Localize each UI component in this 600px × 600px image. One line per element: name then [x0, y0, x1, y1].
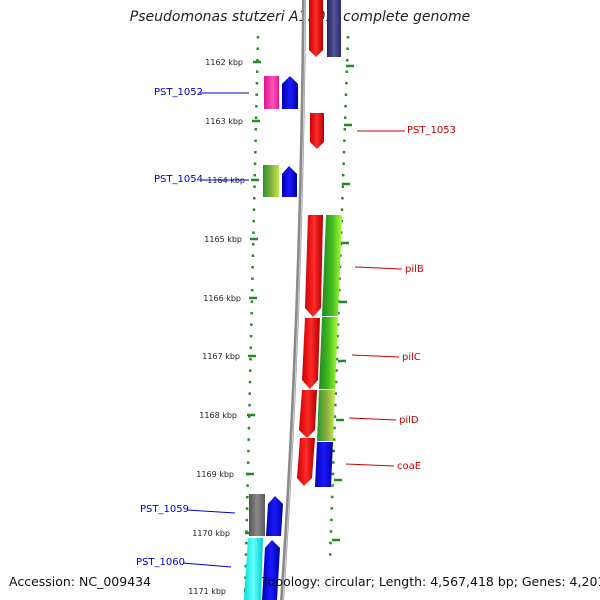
cds-pilB	[305, 215, 323, 317]
gene-label-pilD: pilD	[399, 415, 419, 426]
cds-coaE	[297, 438, 315, 486]
leader-coaE	[345, 463, 395, 467]
ruler-track-left	[243, 35, 260, 600]
cds-PST_1054	[282, 166, 297, 197]
cog-olive-pilD	[317, 390, 335, 441]
cog-purple-top	[327, 0, 341, 57]
ruler-label: 1170 kbp	[192, 529, 230, 538]
gene-label-pilB: pilB	[405, 264, 424, 275]
ruler-label: 1167 kbp	[202, 352, 240, 361]
cds-forward-top	[309, 0, 323, 57]
cds-PST_1059	[266, 496, 283, 536]
ruler-ticks-right	[332, 64, 354, 542]
ruler-label: 1169 kbp	[196, 470, 234, 479]
leader-pilD	[348, 417, 397, 421]
cog-cyan-PST_1060	[244, 538, 263, 600]
cog-green-pilB	[322, 215, 342, 316]
cds-coaE-blue	[315, 442, 333, 487]
gene-label-pilC: pilC	[402, 352, 421, 363]
genome-stats: Topology: circular; Length: 4,567,418 bp…	[262, 574, 600, 589]
gene-label-coaE: coaE	[397, 461, 421, 472]
genome-backbone-highlight	[282, 0, 306, 600]
cds-PST_1053	[310, 113, 324, 149]
cds-PST_1060	[262, 540, 280, 600]
gene-label-PST_1060: PST_1060	[136, 557, 185, 568]
cog-gray-PST_1059	[249, 494, 265, 536]
map-title: Pseudomonas stutzeri A1501, complete gen…	[129, 9, 471, 25]
gene-label-PST_1059: PST_1059	[140, 504, 189, 515]
leader-pilC	[351, 354, 400, 358]
ruler-label: 1166 kbp	[203, 294, 241, 303]
gene-label-PST_1053: PST_1053	[407, 125, 456, 136]
ruler-label: 1165 kbp	[204, 235, 242, 244]
leader-pilB	[354, 266, 403, 270]
cds-pilD	[299, 390, 317, 438]
ruler-label: 1168 kbp	[199, 411, 237, 420]
cds-PST_1052	[282, 76, 298, 109]
genome-backbone	[280, 0, 306, 600]
cog-green-pilC	[319, 317, 338, 389]
gene-label-PST_1054: PST_1054	[154, 174, 203, 185]
ruler-label: 1162 kbp	[205, 58, 243, 67]
gene-label-PST_1052: PST_1052	[154, 87, 203, 98]
cog-green-PST_1054	[263, 165, 279, 197]
ruler-label: 1163 kbp	[205, 117, 243, 126]
cog-magenta-PST_1052	[264, 76, 279, 109]
leader-PST_1059	[186, 509, 236, 514]
accession-label: Accession: NC_009434	[9, 574, 152, 589]
leader-PST_1060	[182, 562, 232, 568]
ruler-label: 1171 kbp	[188, 587, 226, 596]
cds-pilC	[302, 318, 320, 389]
